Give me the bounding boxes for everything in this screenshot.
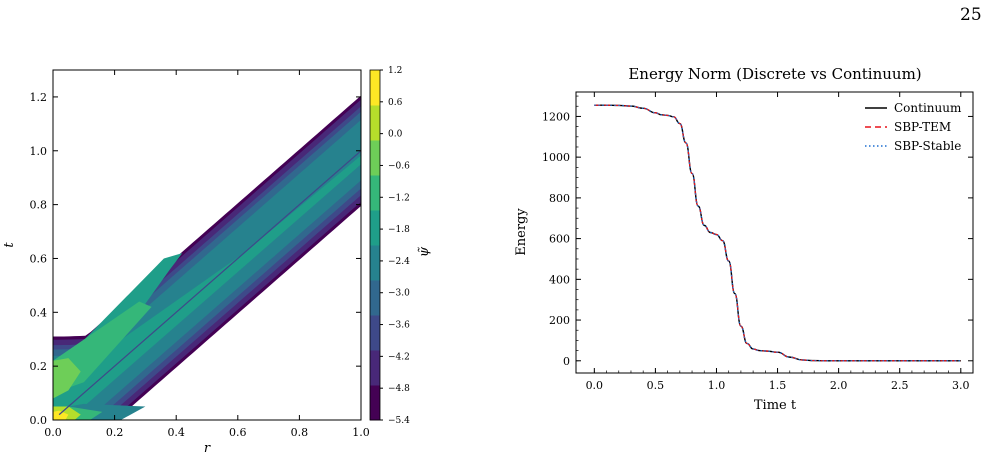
series-line-sbp-tem — [594, 104, 961, 362]
energy-x-tick-label: 2.0 — [830, 379, 848, 392]
colorbar-tick-label: −4.8 — [388, 384, 410, 394]
contour-peak-max — [53, 410, 69, 420]
contour-x-tick-label: 0.2 — [106, 426, 124, 439]
energy-y-tick-label: 1000 — [542, 151, 570, 164]
energy-y-label: Energy — [514, 208, 529, 256]
contour-field — [53, 70, 361, 420]
contour-y-label: t — [2, 242, 17, 248]
contour-x-ticks: 0.0 0.2 0.4 0.6 0.8 1.0 — [44, 70, 370, 439]
colorbar-band — [370, 245, 380, 281]
contour-axes-frame — [52, 69, 362, 421]
contour-y-tick-label: 1.2 — [30, 91, 48, 104]
colorbar-tick-label: 0.0 — [388, 130, 403, 140]
energy-x-tick-label: 3.0 — [952, 379, 970, 392]
colorbar-tick-label: −0.6 — [388, 161, 410, 171]
colorbar-band — [370, 175, 380, 211]
colorbar-bands — [370, 70, 380, 421]
colorbar-band — [370, 210, 380, 246]
contour-plot: 0.0 0.2 0.4 0.6 0.8 1.0 0.0 0.2 0.4 0.6 0.8 1.0 1.2… — [2, 69, 370, 456]
energy-y-tick-label: 1200 — [542, 110, 570, 123]
contour-x-tick-label: 0.0 — [44, 426, 62, 439]
colorbar-band — [370, 280, 380, 316]
colorbar-tick-label: 1.2 — [388, 66, 402, 76]
series-line-sbp-stable — [594, 104, 961, 362]
colorbar: 1.2 0.6 0.0 −0.6 −1.2 −1.8 −2.4 −3.0 −3.6 −4.2 −4.… — [369, 66, 432, 426]
colorbar-band — [370, 70, 380, 106]
energy-axes-frame — [575, 91, 974, 374]
colorbar-band — [370, 315, 380, 351]
legend-label: SBP-Stable — [894, 139, 961, 153]
colorbar-band — [370, 140, 380, 176]
legend-label: Continuum — [894, 101, 962, 115]
colorbar-tick-label: −2.4 — [388, 257, 410, 267]
contour-y-tick-label: 0.8 — [30, 199, 48, 212]
energy-x-label: Time t — [754, 398, 797, 413]
energy-x-tick-label: 1.0 — [708, 379, 726, 392]
energy-y-tick-label: 0 — [563, 355, 570, 368]
energy-x-tick-label: 1.5 — [769, 379, 787, 392]
contour-peak-upper — [53, 358, 81, 399]
energy-x-tick-label: 2.5 — [891, 379, 909, 392]
colorbar-tick-label: −3.0 — [388, 289, 410, 299]
colorbar-tick-label: −1.2 — [388, 193, 410, 203]
energy-x-ticks: 0.0 0.5 1.0 1.5 2.0 2.5 3.0 — [586, 92, 970, 392]
colorbar-tick-label: −4.2 — [388, 352, 410, 362]
contour-x-tick-label: 0.4 — [167, 426, 185, 439]
energy-y-ticks: 0 200 400 600 800 1000 1200 — [542, 95, 973, 368]
colorbar-frame — [369, 69, 381, 421]
contour-x-label: r — [204, 441, 211, 456]
light-cone-center-line — [58, 149, 361, 416]
energy-series-group — [594, 104, 961, 362]
colorbar-tick-label: −5.4 — [388, 416, 410, 426]
contour-y-tick-label: 0.0 — [30, 414, 48, 427]
energy-y-tick-label: 600 — [549, 233, 570, 246]
contour-y-tick-label: 0.2 — [30, 360, 48, 373]
colorbar-band — [370, 105, 380, 141]
contour-y-tick-label: 0.6 — [30, 252, 48, 265]
energy-y-tick-label: 200 — [549, 314, 570, 327]
colorbar-tick-label: −3.6 — [388, 321, 410, 331]
energy-chart-title: Energy Norm (Discrete vs Continuum) — [628, 65, 921, 83]
energy-y-tick-label: 800 — [549, 192, 570, 205]
legend-label: SBP-TEM — [894, 120, 951, 134]
energy-line-chart: Energy Norm (Discrete vs Continuum) 0.0 0… — [514, 65, 974, 413]
colorbar-label: ψ̃ — [417, 246, 432, 257]
contour-inner-band — [53, 155, 361, 420]
contour-x-tick-label: 1.0 — [352, 426, 370, 439]
colorbar-ticks: 1.2 0.6 0.0 −0.6 −1.2 −1.8 −2.4 −3.0 −3.6 −4.2 −4.… — [380, 66, 410, 426]
contour-x-tick-label: 0.8 — [291, 426, 309, 439]
contour-x-tick-label: 0.6 — [229, 426, 247, 439]
contour-y-tick-label: 1.0 — [30, 145, 48, 158]
energy-x-tick-label: 0.5 — [647, 379, 665, 392]
page-number: 25 — [960, 5, 982, 25]
energy-y-tick-label: 400 — [549, 273, 570, 286]
colorbar-band — [370, 385, 380, 421]
colorbar-band — [370, 350, 380, 386]
colorbar-tick-label: 0.6 — [388, 98, 403, 108]
contour-y-ticks: 0.0 0.2 0.4 0.6 0.8 1.0 1.2 — [30, 91, 361, 427]
contour-y-tick-label: 0.4 — [30, 306, 48, 319]
energy-legend: Continuum SBP-TEM SBP-Stable — [865, 101, 962, 153]
colorbar-tick-label: −1.8 — [388, 225, 410, 235]
energy-x-tick-label: 0.0 — [586, 379, 604, 392]
